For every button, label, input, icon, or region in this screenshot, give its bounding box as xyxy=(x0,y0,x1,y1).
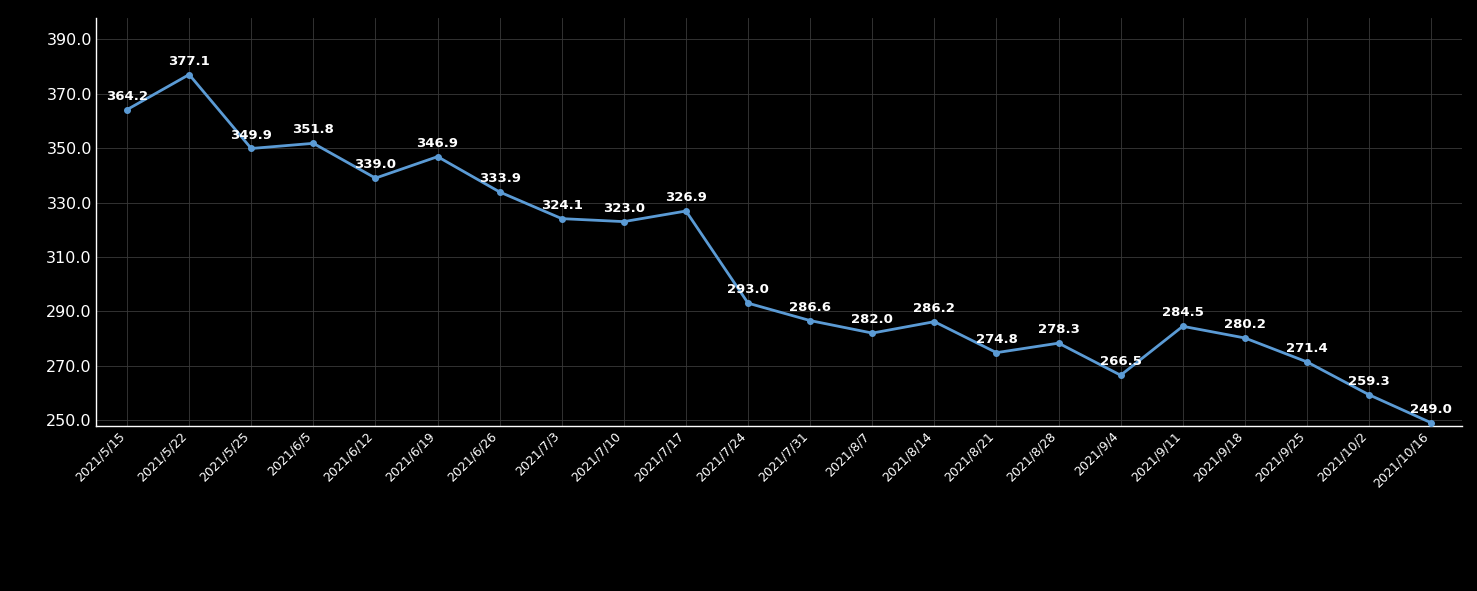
Text: 346.9: 346.9 xyxy=(417,137,458,150)
Text: 249.0: 249.0 xyxy=(1411,403,1452,416)
Text: 333.9: 333.9 xyxy=(479,172,521,185)
Text: 349.9: 349.9 xyxy=(230,129,272,142)
Text: 274.8: 274.8 xyxy=(975,333,1018,346)
Text: 364.2: 364.2 xyxy=(106,90,148,103)
Text: 323.0: 323.0 xyxy=(603,202,645,215)
Text: 286.2: 286.2 xyxy=(913,302,956,315)
Text: 286.6: 286.6 xyxy=(789,301,832,314)
Text: 271.4: 271.4 xyxy=(1286,342,1328,355)
Text: 278.3: 278.3 xyxy=(1038,323,1080,336)
Text: 293.0: 293.0 xyxy=(727,283,770,296)
Text: 351.8: 351.8 xyxy=(292,124,334,137)
Text: 284.5: 284.5 xyxy=(1162,306,1204,319)
Text: 326.9: 326.9 xyxy=(665,191,707,204)
Text: 266.5: 266.5 xyxy=(1100,355,1142,368)
Text: 259.3: 259.3 xyxy=(1349,375,1390,388)
Text: 280.2: 280.2 xyxy=(1224,318,1266,331)
Text: 377.1: 377.1 xyxy=(168,54,210,67)
Text: 282.0: 282.0 xyxy=(851,313,894,326)
Text: 324.1: 324.1 xyxy=(541,199,583,212)
Text: 339.0: 339.0 xyxy=(354,158,396,171)
